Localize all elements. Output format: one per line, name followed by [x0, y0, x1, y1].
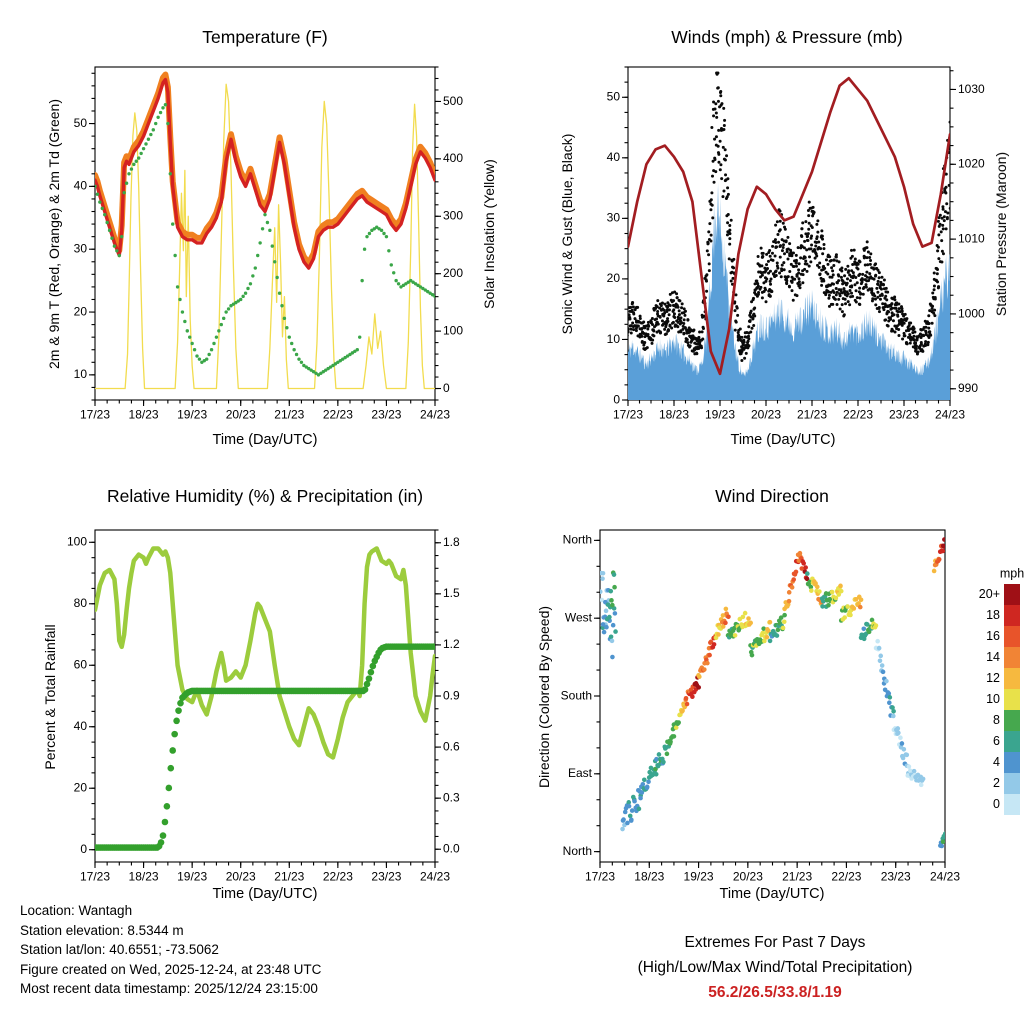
- pressure-yaxis-right-label: Station Pressure (Maroon): [993, 151, 1009, 317]
- station-info-block: Location: Wantagh Station elevation: 8.5…: [20, 901, 321, 999]
- temperature-chart: [0, 0, 512, 430]
- humidity-precip-xaxis-label: Time (Day/UTC): [212, 886, 318, 902]
- data-timestamp-text: Most recent data timestamp: 2025/12/24 2…: [20, 981, 318, 997]
- solar-insolation-yaxis-right-label: Solar Insolation (Yellow): [481, 159, 497, 309]
- wind-direction-chart-title: Wind Direction: [715, 486, 829, 506]
- figure-created-text: Figure created on Wed, 2025-12-24, at 23…: [20, 961, 322, 977]
- humidity-precip-chart-title: Relative Humidity (%) & Precipitation (i…: [106, 486, 424, 506]
- winds-pressure-chart: [512, 0, 1024, 430]
- wind-gust-yaxis-left-label: Sonic Wind & Gust (Blue, Black): [559, 133, 575, 335]
- extremes-title: Extremes For Past 7 Days: [684, 934, 866, 951]
- winds-pressure-chart-title: Winds (mph) & Pressure (mb): [671, 27, 903, 47]
- humidity-yaxis-left-label: Percent & Total Rainfall: [42, 624, 58, 770]
- wind-direction-chart: [512, 478, 1024, 890]
- station-latlon-text: Station lat/lon: 40.6551; -73.5062: [20, 942, 219, 958]
- location-text: Location: Wantagh: [20, 903, 133, 918]
- extremes-values: 56.2/26.5/33.8/1.19: [708, 984, 842, 1001]
- extremes-subtitle: (High/Low/Max Wind/Total Precipitation): [637, 959, 913, 976]
- temperature-xaxis-label: Time (Day/UTC): [212, 432, 318, 448]
- station-elevation-text: Station elevation: 8.5344 m: [20, 922, 184, 938]
- wind-direction-yaxis-left-label: Direction (Colored By Speed): [536, 605, 552, 789]
- winds-pressure-xaxis-label: Time (Day/UTC): [730, 432, 836, 448]
- extremes-block: Extremes For Past 7 Days (High/Low/Max W…: [540, 930, 1010, 1005]
- temperature-yaxis-left-label: 2m & 9m T (Red, Orange) & 2m Td (Green): [46, 99, 62, 369]
- humidity-precip-chart: [0, 478, 512, 890]
- wind-direction-xaxis-label: Time (Day/UTC): [719, 886, 825, 902]
- temperature-chart-title: Temperature (F): [202, 27, 328, 47]
